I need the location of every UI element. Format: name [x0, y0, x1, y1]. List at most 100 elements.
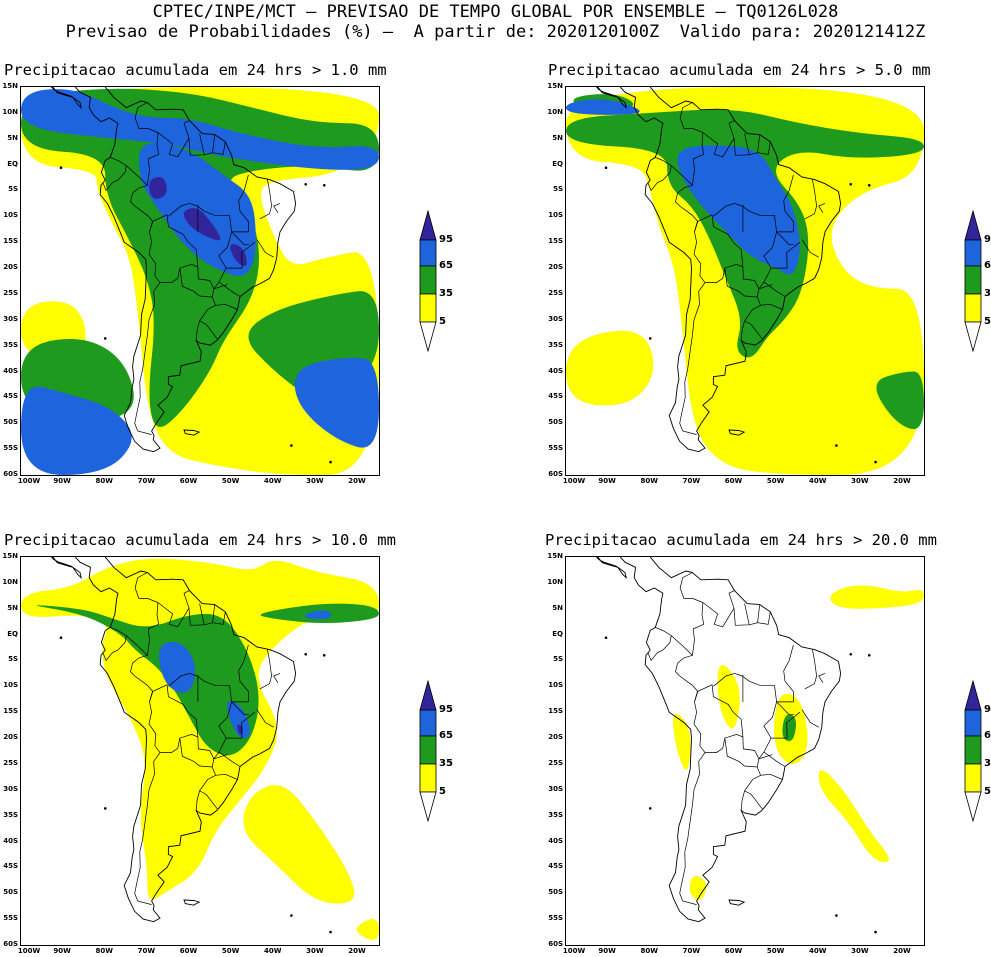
p3-coastline — [21, 557, 82, 580]
p2-border — [757, 281, 773, 290]
p4-lon-label: 20W — [893, 947, 911, 955]
p4-island — [648, 807, 652, 810]
p2-colorbar-segment — [964, 321, 982, 353]
p2-coastline — [728, 429, 746, 436]
p1-lon-label: 100W — [17, 477, 41, 485]
p3-prob-area-blue — [158, 641, 196, 693]
p4-legend-level: 5 — [984, 786, 991, 797]
p1-border — [130, 184, 148, 207]
p2-lon-label: 40W — [808, 477, 827, 485]
p3-border — [195, 790, 200, 811]
p1-lon-label: 60W — [179, 477, 198, 485]
p2-lat-label: 55S — [548, 444, 563, 453]
p4-colorbar-segment — [964, 735, 982, 765]
p2-border — [804, 179, 817, 220]
p4-lon-label: 70W — [682, 947, 701, 955]
p2-lon-label: 90W — [598, 477, 616, 485]
p3-border — [238, 644, 249, 702]
p2-border — [675, 184, 693, 207]
p1-border — [168, 203, 190, 217]
p1-colorbar-segment — [419, 293, 437, 323]
p1-lat-label: EQ — [7, 159, 18, 168]
p1-border — [241, 241, 256, 269]
p3-border — [134, 675, 161, 905]
p3-lat-label: 45S — [3, 862, 18, 871]
p4-border — [763, 751, 786, 767]
p4-lat-label: 25S — [548, 758, 563, 767]
p4-colorbar-segment — [964, 763, 982, 793]
panel-1-map — [20, 86, 380, 476]
p2-border — [733, 133, 750, 156]
p3-lon-label: 40W — [263, 947, 282, 955]
p3-lon-label: 80W — [95, 947, 113, 955]
p1-island — [290, 444, 293, 447]
p2-colorbar — [964, 209, 982, 353]
p2-border — [763, 231, 794, 257]
p3-island — [103, 807, 107, 810]
p4-lon-label: 60W — [724, 947, 743, 955]
p3-lat-label: 20S — [3, 733, 18, 742]
p4-border — [724, 736, 760, 768]
p3-border — [218, 751, 241, 767]
p4-lat-label: 15S — [548, 707, 563, 716]
p2-border — [763, 281, 786, 297]
p1-prob-area-darkblue — [149, 176, 167, 199]
p1-prob-area-blue — [21, 386, 132, 475]
p1-island — [59, 166, 63, 170]
panel-3-legend: 95 65 35 5 — [418, 679, 468, 830]
p3-border — [168, 673, 190, 687]
p1-border — [110, 102, 160, 187]
p1-coastline — [21, 87, 82, 110]
p2-lon-label: 100W — [562, 477, 586, 485]
p4-border — [801, 709, 819, 728]
p3-legend-level: 65 — [439, 730, 453, 741]
p2-border — [655, 102, 705, 187]
p1-legend-level: 95 — [439, 234, 453, 245]
p2-lat-label: 15S — [548, 237, 563, 246]
p1-lat-label: 25S — [3, 288, 18, 297]
p2-lat-label: 30S — [548, 314, 563, 323]
p3-lat-label: 55S — [3, 914, 18, 923]
p4-border — [774, 685, 794, 716]
p1-border — [188, 133, 205, 156]
p3-lat-label: 25S — [3, 758, 18, 767]
panel-3-title: Precipitacao acumulada em 24 hrs > 10.0 … — [4, 531, 396, 549]
p2-lat-label: EQ — [552, 159, 563, 168]
p2-border — [786, 241, 801, 269]
p2-prob-area-yellow — [566, 330, 654, 406]
p4-lat-label: 30S — [548, 784, 563, 793]
p1-border — [212, 281, 228, 290]
p4-border — [734, 673, 775, 686]
p1-island — [304, 182, 308, 186]
p2-legend-level: 95 — [984, 234, 991, 245]
p3-lon-label: 100W — [17, 947, 41, 955]
p3-colorbar-segment — [419, 791, 437, 823]
p1-border — [218, 281, 241, 297]
p2-legend-level: 5 — [984, 316, 991, 327]
p1-colorbar-segment — [419, 265, 437, 295]
p4-coastline — [619, 557, 842, 923]
p1-lat-label: 10S — [3, 211, 18, 220]
p4-coastline — [566, 557, 627, 580]
p3-border — [215, 773, 238, 780]
p3-border — [273, 673, 281, 683]
p4-colorbar-segment — [964, 791, 982, 823]
p2-colorbar-segment — [964, 239, 982, 267]
p4-border — [647, 635, 672, 662]
p1-lat-label: 55S — [3, 444, 18, 453]
p4-legend-level: 35 — [984, 758, 991, 769]
p3-lon-label: 20W — [348, 947, 366, 955]
p2-prob-area-blue — [677, 145, 800, 275]
p3-colorbar-segment — [419, 735, 437, 765]
p4-lon-label: 30W — [851, 947, 869, 955]
p1-border — [256, 239, 274, 258]
p2-prob-area-blue — [566, 99, 640, 115]
p2-lat-label: 15N — [547, 82, 563, 90]
p3-border — [229, 685, 249, 716]
p2-island — [874, 460, 877, 464]
p3-coastline — [183, 899, 201, 906]
panel-4-title: Precipitacao acumulada em 24 hrs > 20.0 … — [545, 531, 937, 549]
p4-border — [783, 644, 794, 702]
p2-border — [734, 203, 775, 216]
p4-border — [733, 603, 750, 626]
